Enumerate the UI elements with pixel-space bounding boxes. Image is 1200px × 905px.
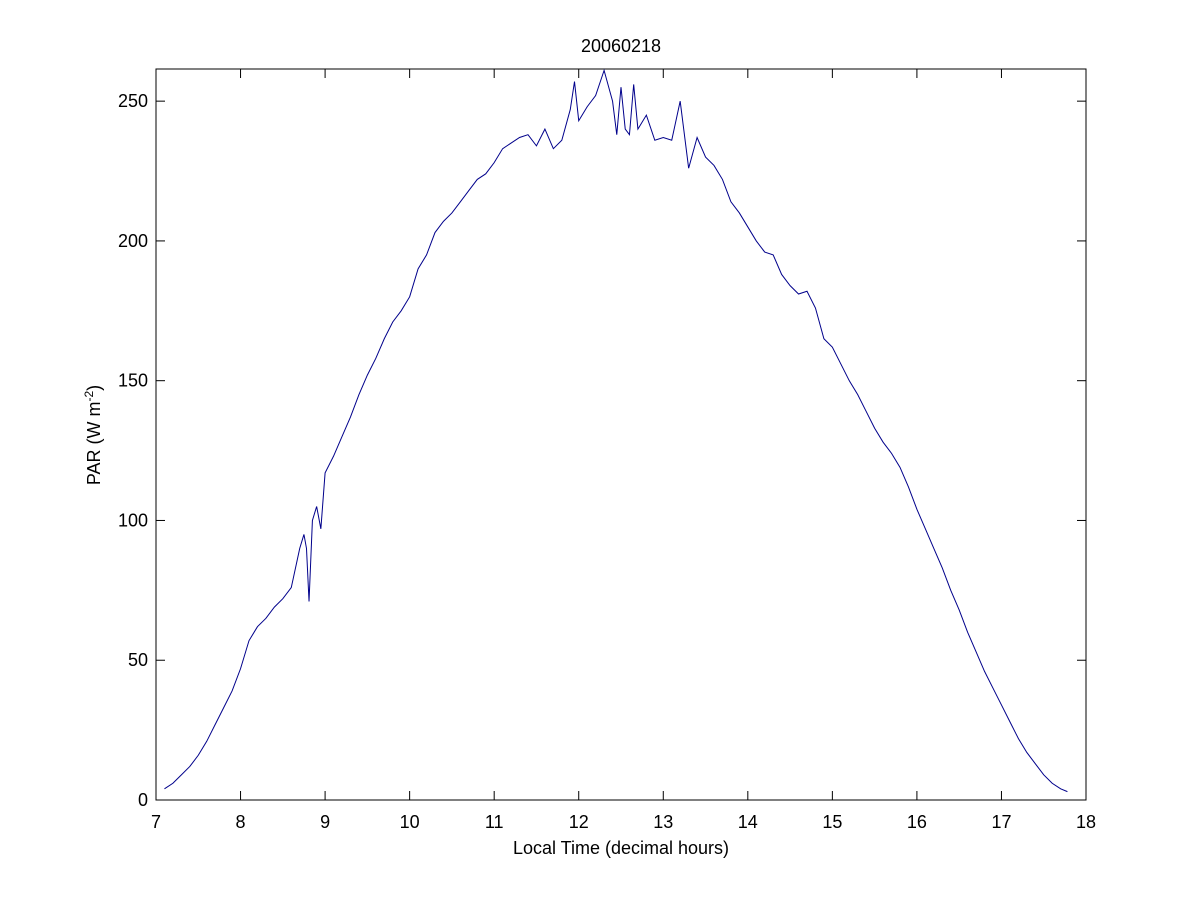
y-label-superscript: -2 <box>82 391 96 402</box>
x-tick-label: 17 <box>991 812 1011 832</box>
x-tick-label: 13 <box>653 812 673 832</box>
y-tick-label: 50 <box>128 650 148 670</box>
x-tick-label: 10 <box>400 812 420 832</box>
x-tick-label: 7 <box>151 812 161 832</box>
x-tick-label: 15 <box>822 812 842 832</box>
x-tick-label: 11 <box>485 812 504 832</box>
y-tick-label: 150 <box>118 371 148 391</box>
x-axis-label: Local Time (decimal hours) <box>513 838 729 858</box>
chart-title: 20060218 <box>581 36 661 56</box>
x-tick-label: 9 <box>320 812 330 832</box>
y-tick-label: 250 <box>118 91 148 111</box>
y-tick-label: 100 <box>118 510 148 530</box>
y-label-suffix: ) <box>84 385 104 391</box>
x-tick-label: 16 <box>907 812 927 832</box>
x-tick-label: 14 <box>738 812 758 832</box>
y-tick-label: 0 <box>138 790 148 810</box>
y-axis-label: PAR (W m-2) <box>82 385 104 485</box>
y-tick-label: 200 <box>118 231 148 251</box>
data-line <box>164 68 1068 793</box>
y-label-text: PAR (W m <box>84 402 104 486</box>
x-tick-label: 8 <box>236 812 246 832</box>
plot-frame <box>155 68 1087 801</box>
x-tick-label: 18 <box>1076 812 1096 832</box>
x-tick-label: 12 <box>569 812 589 832</box>
